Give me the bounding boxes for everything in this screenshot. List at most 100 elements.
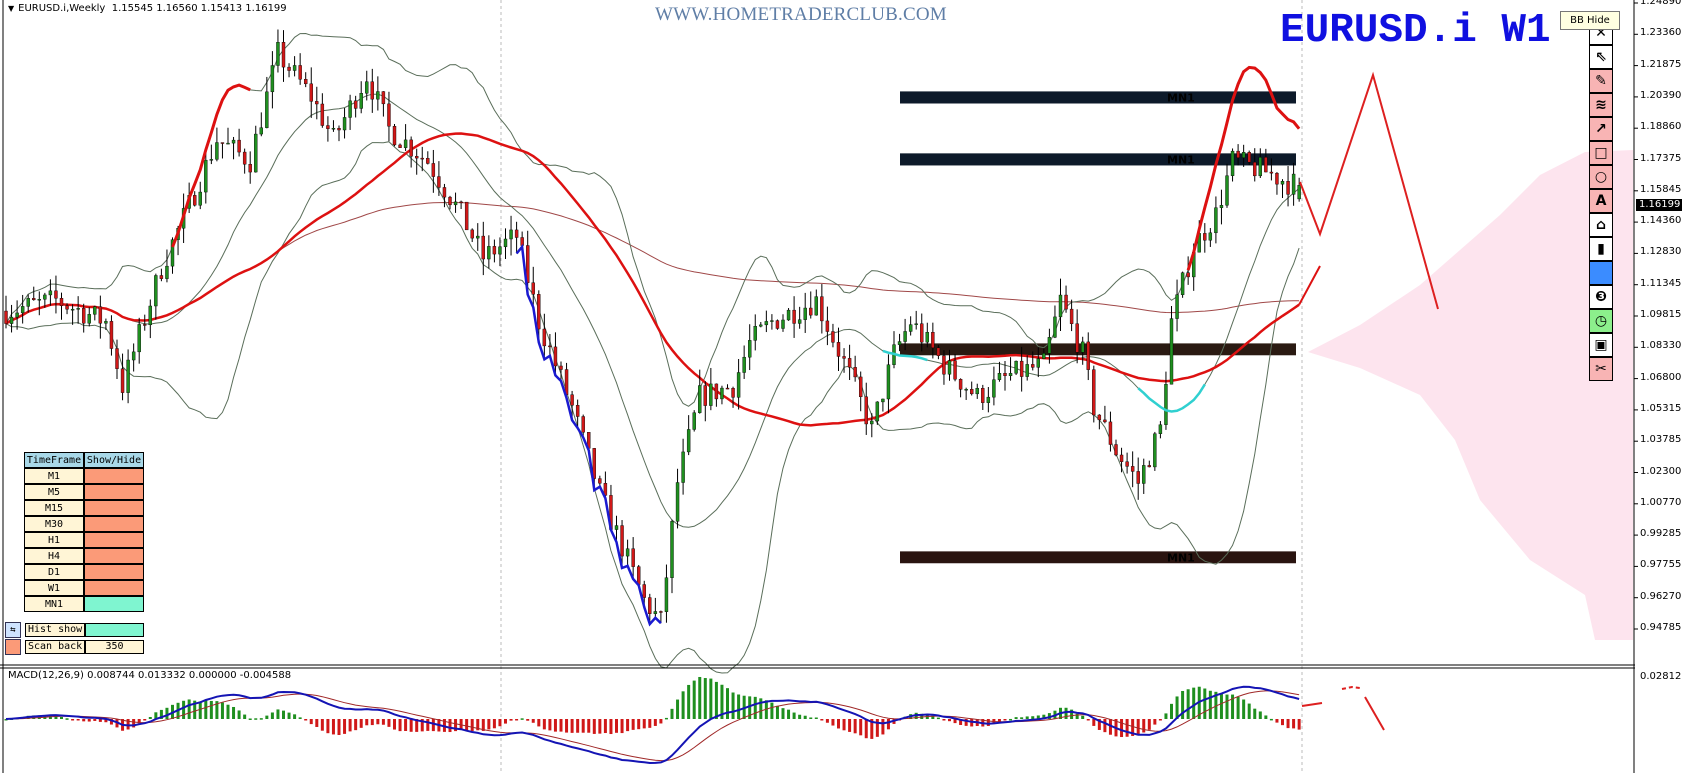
candle-body xyxy=(98,306,103,324)
color-swatch-tool-button[interactable] xyxy=(1589,261,1613,285)
ma-projection-line xyxy=(1298,265,1321,306)
macd-histogram-bar xyxy=(825,719,829,723)
price-axis-label: 1.05315 xyxy=(1640,402,1682,414)
watermark: WWW.HOMETRADERCLUB.COM xyxy=(655,4,947,25)
price-axis-label: 1.12830 xyxy=(1640,246,1682,258)
timeframe-toggle[interactable] xyxy=(84,484,144,500)
macd-histogram-bar xyxy=(404,719,408,731)
candle-body xyxy=(1014,360,1018,374)
macd-histogram-bar xyxy=(1003,719,1007,721)
candle-body xyxy=(1097,414,1102,421)
macd-histogram-bar xyxy=(687,684,691,719)
macd-histogram-bar xyxy=(770,702,774,719)
macd-histogram-bar xyxy=(1142,719,1146,733)
mn1-zone xyxy=(900,91,1296,104)
candle-body xyxy=(958,378,963,390)
macd-histogram-bar xyxy=(1075,713,1079,719)
timeframe-toggle[interactable] xyxy=(84,596,144,612)
timeframe-toggle[interactable] xyxy=(84,468,144,484)
chart-info: ▼ EURUSD.i,Weekly 1.15545 1.16560 1.15413… xyxy=(8,3,287,14)
candle-body xyxy=(159,275,164,279)
price-axis-label: 1.18860 xyxy=(1640,121,1682,133)
save-tool-button[interactable]: ▣ xyxy=(1589,333,1613,357)
column-header: Show/Hide xyxy=(84,452,144,468)
macd-histogram-bar xyxy=(936,717,940,720)
clock-icon: ◷ xyxy=(1594,313,1608,329)
cursor-tool-button[interactable]: ⇖ xyxy=(1589,45,1613,69)
candle-body xyxy=(520,237,524,246)
candle-body xyxy=(309,83,313,102)
macd-histogram-bar xyxy=(1014,717,1018,719)
timeframe-toggle[interactable] xyxy=(84,564,144,580)
candle-body xyxy=(215,142,219,160)
save-icon: ▣ xyxy=(1594,337,1608,353)
volume-profile xyxy=(1308,150,1633,640)
timeframe-toggle[interactable] xyxy=(84,516,144,532)
text-icon: A xyxy=(1595,193,1607,209)
macd-forecast-line xyxy=(1341,685,1361,690)
timeframe-row: MN1 xyxy=(24,596,144,612)
candle-body xyxy=(559,365,563,370)
dropdown-triangle-icon[interactable]: ▼ xyxy=(8,4,15,13)
candle-body xyxy=(1092,369,1096,416)
trash-tool-button[interactable]: ▮ xyxy=(1589,237,1613,261)
text-tool-button[interactable]: A xyxy=(1589,189,1613,213)
macd-histogram-bar xyxy=(737,694,741,719)
candle-body xyxy=(792,309,796,324)
candle-body xyxy=(1280,181,1285,185)
macd-histogram-bar xyxy=(498,719,502,727)
ohlc-values: 1.15545 1.16560 1.15413 1.16199 xyxy=(111,3,287,14)
macd-histogram-bar xyxy=(853,719,857,734)
candle-body xyxy=(1208,232,1213,241)
candle-body xyxy=(553,346,558,367)
macd-histogram-bar xyxy=(842,719,846,731)
rectangle-tool-button[interactable]: □ xyxy=(1589,141,1613,165)
scissors-tool-button[interactable]: ✂ xyxy=(1589,357,1613,381)
mn1-zone xyxy=(900,343,1296,356)
swap-icon[interactable]: ⇆ xyxy=(5,622,21,638)
candle-body xyxy=(143,324,147,326)
price-axis-label: 1.14360 xyxy=(1640,215,1682,227)
circle-tool-button[interactable]: ○ xyxy=(1589,165,1613,189)
pointer-label-tool-button[interactable]: ⌂ xyxy=(1589,213,1613,237)
candle-body xyxy=(448,196,452,206)
price-axis-label: 1.08330 xyxy=(1640,340,1682,352)
candle-body xyxy=(76,308,80,310)
hist-show-toggle[interactable] xyxy=(85,623,144,637)
macd-histogram-bar xyxy=(1092,719,1096,726)
macd-histogram-bar xyxy=(143,719,147,721)
rectangle-icon: □ xyxy=(1594,145,1608,161)
color-box-icon[interactable] xyxy=(5,639,21,655)
mn1-zone xyxy=(900,153,1296,166)
macd-histogram-bar xyxy=(76,719,80,721)
macd-histogram-bar xyxy=(470,719,474,732)
candle-body xyxy=(1286,181,1290,195)
arrow-tool-button[interactable]: ↗ xyxy=(1589,117,1613,141)
number-three-tool-button[interactable]: ❸ xyxy=(1589,285,1613,309)
macd-histogram-bar xyxy=(820,719,824,721)
wave-lines-icon: ≋ xyxy=(1595,97,1607,113)
price-axis-label: 1.06800 xyxy=(1640,371,1682,383)
macd-histogram-bar xyxy=(948,719,951,722)
timeframe-toggle[interactable] xyxy=(84,532,144,548)
timeframe-toggle[interactable] xyxy=(84,580,144,596)
candle-body xyxy=(281,42,286,68)
scan-back-input[interactable]: 350 xyxy=(85,640,144,654)
macd-histogram-bar xyxy=(1108,719,1112,735)
candle-body xyxy=(1169,318,1174,385)
candle-body xyxy=(864,396,868,425)
macd-histogram-bar xyxy=(1219,693,1223,719)
candle-body xyxy=(581,416,585,433)
price-axis-label: 0.99285 xyxy=(1640,528,1682,540)
timeframe-toggle[interactable] xyxy=(84,548,144,564)
candle-body xyxy=(320,103,325,126)
pencil-tool-button[interactable]: ✎ xyxy=(1589,69,1613,93)
forecast-zigzag-line xyxy=(1299,71,1439,310)
trash-icon: ▮ xyxy=(1597,241,1605,257)
wave-lines-tool-button[interactable]: ≋ xyxy=(1589,93,1613,117)
bb-hide-tooltip[interactable]: BB Hide xyxy=(1560,11,1620,30)
timeframe-toggle[interactable] xyxy=(84,500,144,516)
clock-tool-button[interactable]: ◷ xyxy=(1589,309,1613,333)
macd-histogram-bar xyxy=(837,719,840,729)
